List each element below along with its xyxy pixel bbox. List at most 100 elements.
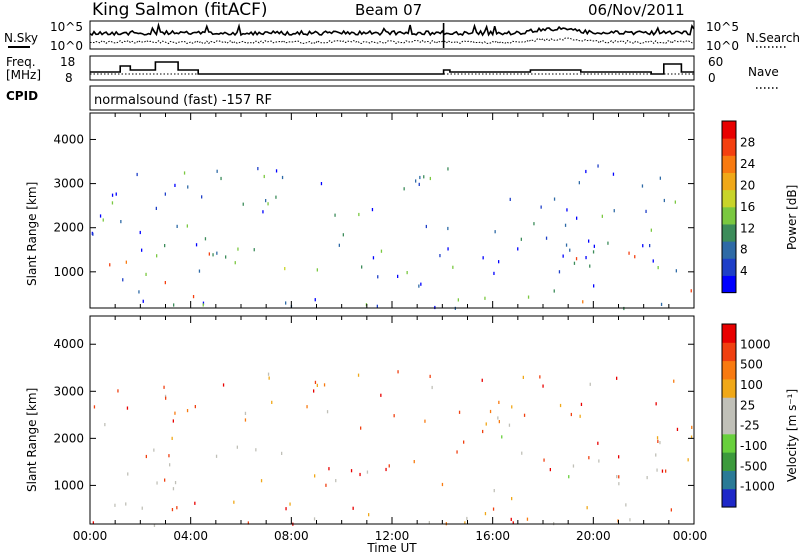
data-cell	[498, 420, 500, 424]
data-cell	[456, 450, 458, 454]
data-cell	[580, 402, 583, 406]
freq-label-2: [MHz]	[6, 68, 41, 82]
data-cell	[204, 237, 207, 241]
data-cell	[663, 198, 665, 203]
data-cell	[164, 478, 166, 482]
data-cell	[164, 281, 166, 285]
data-cell	[464, 521, 466, 525]
data-cell	[126, 406, 129, 410]
data-cell	[511, 405, 513, 409]
data-cell	[655, 402, 657, 406]
data-cell	[262, 210, 264, 214]
data-cell	[553, 289, 555, 293]
data-cell	[187, 185, 189, 189]
data-cell	[357, 373, 360, 377]
y-tick-label: 3000	[53, 384, 84, 398]
data-cell	[244, 418, 247, 422]
frequency-panel: Freq. [MHz] 18 8 60 0 Nave	[6, 55, 780, 89]
data-cell	[517, 247, 519, 251]
data-cell	[104, 423, 106, 427]
data-cell	[597, 164, 599, 168]
x-tick-label: 12:00	[375, 529, 410, 543]
power-axes: 4000 3000 2000 1000	[53, 113, 695, 308]
data-cell	[659, 176, 661, 180]
colorbar-segment	[722, 415, 736, 435]
data-cell	[568, 475, 570, 479]
data-cell	[642, 244, 644, 248]
freq-series	[90, 61, 694, 75]
data-cell	[313, 517, 316, 521]
data-cell	[588, 456, 590, 460]
data-cell	[281, 451, 283, 455]
data-cell	[452, 265, 454, 269]
data-cell	[314, 380, 317, 384]
colorbar-segment	[722, 189, 736, 208]
data-cell	[174, 183, 176, 187]
data-cell	[313, 389, 315, 393]
noise-left-tick-bottom: 10^0	[50, 39, 83, 53]
data-cell	[690, 435, 693, 439]
colorbar-segment	[722, 324, 736, 343]
data-cell	[670, 508, 672, 512]
data-cell	[441, 482, 444, 487]
data-cell	[586, 506, 588, 510]
colorbar-tick-label: 24	[740, 157, 755, 171]
data-cell	[447, 226, 449, 231]
colorbar-segment	[722, 488, 736, 508]
data-cell	[260, 479, 263, 483]
data-cell	[156, 254, 158, 258]
data-cell	[526, 517, 529, 521]
power-ylabel: Slant Range [km]	[25, 182, 39, 286]
data-cell	[263, 174, 265, 179]
colorbar-segment	[722, 433, 736, 453]
data-cell	[598, 459, 600, 463]
x-tick-label: 20:00	[576, 529, 611, 543]
date-title: 06/Nov/2011	[588, 1, 685, 19]
data-cell	[501, 435, 503, 439]
data-cell	[447, 247, 449, 251]
data-cell	[484, 512, 487, 516]
data-cell	[484, 296, 486, 300]
data-cell	[236, 445, 238, 449]
data-cell	[593, 244, 595, 248]
data-cell	[406, 271, 408, 275]
data-cell	[482, 429, 484, 434]
data-cell	[268, 376, 270, 380]
noise-left-label: N.Sky	[4, 31, 38, 45]
data-cell	[687, 458, 689, 462]
data-cell	[585, 256, 587, 260]
data-cell	[173, 303, 175, 307]
data-cell	[539, 375, 541, 379]
colorbar-tick-label: 1000	[740, 337, 771, 351]
data-cell	[661, 469, 664, 473]
cpid-text: normalsound (fast) -157 RF	[94, 93, 272, 108]
colorbar-tick-label: -100	[740, 439, 767, 453]
data-cell	[388, 464, 390, 468]
data-cell	[579, 414, 581, 418]
data-cell	[393, 414, 395, 418]
data-cell	[138, 290, 140, 294]
data-cell	[202, 303, 204, 307]
data-cell	[572, 464, 575, 468]
data-cell	[657, 266, 659, 270]
colorbar-tick-label: -25	[740, 419, 760, 433]
data-cell	[176, 506, 178, 510]
data-cell	[215, 454, 218, 458]
data-cell	[352, 506, 354, 510]
noise-left-tick-top: 10^5	[50, 20, 83, 34]
data-cell	[111, 193, 114, 197]
data-cell	[618, 455, 620, 459]
data-cell	[691, 425, 693, 429]
colorbar-tick-label: -1000	[740, 480, 775, 494]
colorbar-segment	[722, 470, 736, 490]
colorbar-tick-label: 28	[740, 135, 755, 149]
data-cell	[429, 374, 431, 378]
velocity-axes: 4000 3000 2000 1000	[53, 316, 695, 524]
data-cell	[237, 247, 239, 251]
data-cell	[233, 500, 235, 504]
data-cell	[325, 483, 327, 487]
data-cell	[202, 301, 205, 305]
data-cell	[284, 267, 286, 271]
data-cell	[275, 169, 278, 173]
data-cell	[99, 214, 102, 218]
